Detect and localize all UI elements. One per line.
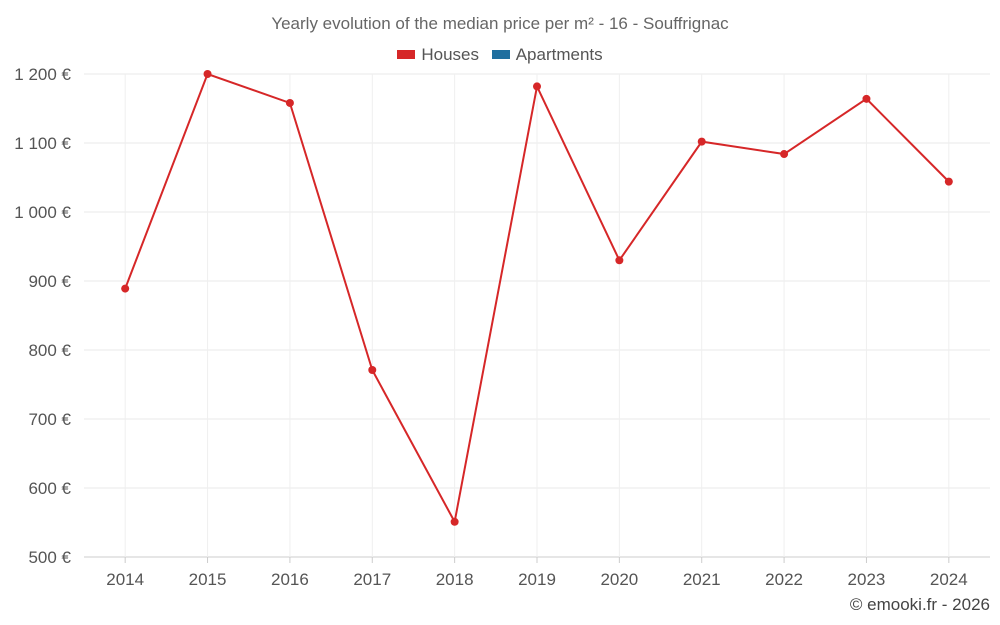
y-tick-label: 500 € — [28, 548, 71, 567]
data-point — [862, 94, 871, 103]
data-point — [533, 82, 541, 91]
chart-title: Yearly evolution of the median price per… — [271, 14, 729, 33]
x-tick-label: 2021 — [683, 570, 721, 589]
x-tick-label: 2024 — [930, 570, 968, 589]
data-point — [697, 137, 706, 146]
apartments-swatch-icon — [491, 50, 510, 59]
data-point — [450, 517, 459, 526]
x-tick-label: 2022 — [765, 570, 803, 589]
x-tick-label: 2020 — [600, 570, 638, 589]
legend-label-apartments: Apartments — [515, 44, 603, 64]
legend-label-houses: Houses — [421, 44, 479, 64]
legend-item-houses[interactable]: Houses — [397, 45, 479, 65]
data-point — [615, 256, 624, 265]
data-point — [285, 98, 294, 107]
data-point — [944, 177, 953, 186]
houses-swatch-icon — [397, 50, 416, 59]
y-tick-label: 800 € — [28, 341, 71, 360]
data-point — [780, 150, 789, 159]
data-point — [368, 366, 377, 375]
y-tick-label: 1 000 € — [14, 203, 71, 222]
y-tick-label: 900 € — [28, 272, 71, 291]
x-tick-label: 2016 — [271, 570, 309, 589]
y-tick-label: 600 € — [28, 479, 71, 498]
x-tick-label: 2018 — [436, 570, 474, 589]
x-tick-label: 2019 — [518, 570, 556, 589]
x-tick-label: 2015 — [189, 570, 227, 589]
data-point — [121, 284, 130, 293]
x-tick-label: 2023 — [848, 570, 886, 589]
y-tick-label: 1 100 € — [14, 134, 71, 153]
data-point — [203, 70, 212, 78]
legend-item-apartments[interactable]: Apartments — [491, 44, 603, 65]
x-tick-label: 2014 — [106, 570, 144, 589]
y-tick-label: 1 200 € — [14, 65, 71, 84]
legend: Houses Apartments — [0, 44, 1000, 65]
x-tick-label: 2017 — [353, 570, 391, 589]
credit-text: © emooki.fr - 2026 — [849, 595, 990, 614]
y-tick-label: 700 € — [28, 410, 71, 429]
